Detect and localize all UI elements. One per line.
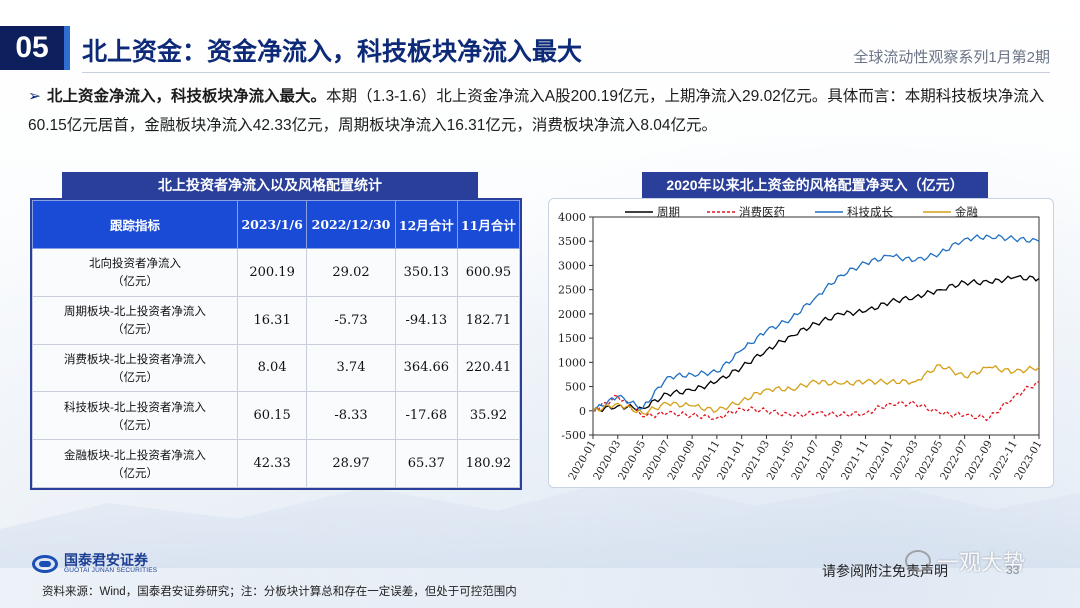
row-label: 金融板块-北上投资者净流入 （亿元） [32, 439, 238, 488]
report-series-name: 全球流动性观察系列1月第2期 [853, 49, 1050, 66]
table-cell: 364.66 [394, 343, 458, 393]
page-title: 北上资金：资金净流入，科技板块净流入最大 [82, 38, 583, 66]
y-tick-label: 2000 [558, 308, 586, 321]
row-label-unit: （亿元） [112, 369, 158, 384]
header-divider [82, 72, 1050, 73]
y-tick-label: -500 [561, 429, 586, 442]
row-label-unit: （亿元） [112, 322, 158, 337]
table-header-cell: 2023/1/6 [236, 200, 308, 249]
table-cell: 220.41 [456, 343, 521, 393]
row-label-name: 金融板块-北上投资者净流入 [64, 447, 206, 462]
table-container: 跟踪指标 2023/1/6 2022/12/30 12月合计 11月合计 北向投… [30, 198, 522, 490]
table-cell: 180.92 [456, 439, 521, 488]
table-cell: 200.19 [236, 248, 308, 297]
row-label-unit: （亿元） [112, 465, 158, 480]
y-tick-label: 2500 [558, 284, 586, 297]
summary-text: 本期（1.3-1.6）北上资金净流入A股200.19亿元，上期净流入29.02亿… [28, 88, 1045, 134]
summary-paragraph: ➢ 北上资金净流入，科技板块净流入最大。本期（1.3-1.6）北上资金净流入A股2… [28, 82, 1058, 140]
watermark: 一观大势 [905, 545, 1025, 577]
table-cell: -5.73 [306, 295, 396, 345]
row-label-unit: （亿元） [112, 274, 158, 289]
y-tick-label: 3000 [558, 259, 586, 272]
table-cell: 35.92 [456, 391, 521, 441]
table-cell: -17.68 [394, 391, 458, 441]
logo-icon [32, 555, 58, 573]
row-label-name: 消费板块-北上投资者净流入 [64, 351, 206, 366]
table-header-cell: 11月合计 [456, 200, 521, 249]
row-label: 科技板块-北上投资者净流入 （亿元） [32, 391, 238, 441]
row-label: 消费板块-北上投资者净流入 （亿元） [32, 343, 238, 393]
table-cell: 60.15 [236, 391, 308, 441]
bullet-arrow-icon: ➢ [28, 88, 41, 105]
series-line-1 [592, 381, 1040, 422]
legend-label: 金融 [955, 205, 978, 219]
row-label: 北向投资者净流入 （亿元） [32, 248, 238, 297]
table-header-cell: 2022/12/30 [306, 200, 396, 249]
source-note: 资料来源：Wind，国泰君安证券研究；注：分板块计算总和存在一定误差，但处于可控… [42, 586, 517, 598]
table-header-cell: 12月合计 [394, 200, 458, 249]
chart-container: -500 0 500 1000 1500 2000 2500 3000 3500 4000 2020… [548, 198, 1054, 488]
header: 05 北上资金：资金净流入，科技板块净流入最大 全球流动性观察系列1月第2期 [0, 20, 1080, 73]
table-cell: -94.13 [394, 295, 458, 345]
row-label-unit: （亿元） [112, 417, 158, 432]
page-number: 33 [1006, 563, 1020, 577]
table-header-row: 跟踪指标 2023/1/6 2022/12/30 12月合计 11月合计 [32, 200, 521, 249]
table-cell: 3.74 [306, 343, 396, 393]
watermark-text: 一观大势 [937, 550, 1026, 575]
table-cell: 182.71 [456, 295, 521, 345]
summary-bold: 北上资金净流入，科技板块净流入最大。 [47, 88, 327, 105]
wechat-icon [905, 550, 931, 572]
line-chart: -500050010001500200025003000350040002020… [558, 205, 1045, 482]
table-cell: -8.33 [306, 391, 396, 441]
logo-en-text: GUOTAI JUNAN SECURITIES [64, 567, 158, 574]
table-cell: 16.31 [236, 295, 308, 345]
table-cell: 42.33 [236, 439, 308, 488]
y-tick-label: 1000 [558, 356, 586, 369]
y-tick-label: 500 [565, 381, 586, 394]
plot-frame [592, 216, 1040, 436]
table-cell: 600.95 [456, 248, 521, 297]
table-cell: 28.97 [306, 439, 396, 488]
y-tick-label: 0 [579, 405, 586, 418]
y-tick-label: 1500 [558, 332, 586, 345]
flow-table: 跟踪指标 2023/1/6 2022/12/30 12月合计 11月合计 北向投… [32, 200, 521, 488]
row-label-name: 周期板块-北上投资者净流入 [64, 304, 206, 319]
table-cell: 8.04 [236, 343, 308, 393]
legend-label: 周期 [657, 205, 680, 219]
logo-cn-text: 国泰君安证券 [64, 552, 148, 568]
table-cell: 29.02 [306, 248, 396, 297]
table-title: 北上投资者净流入以及风格配置统计 [62, 172, 478, 198]
table-cell: 65.37 [394, 439, 458, 488]
table-row: 消费板块-北上投资者净流入 （亿元） 8.04 3.74 364.66 220.4… [32, 343, 521, 393]
row-label-name: 科技板块-北上投资者净流入 [64, 399, 206, 414]
table-row: 科技板块-北上投资者净流入 （亿元） 60.15 -8.33 -17.68 35.… [32, 391, 521, 441]
y-tick-label: 3500 [558, 235, 586, 248]
table-header-cell: 跟踪指标 [32, 200, 238, 249]
row-label-name: 北向投资者净流入 [89, 256, 181, 271]
section-accent-bar [64, 26, 70, 70]
series-line-0 [592, 274, 1040, 413]
chart-title: 2020年以来北上资金的风格配置净买入（亿元） [642, 172, 988, 198]
company-logo: 国泰君安证券 GUOTAI JUNAN SECURITIES [32, 553, 157, 575]
y-tick-label: 4000 [558, 211, 586, 224]
series-line-3 [592, 364, 1040, 416]
legend-label: 消费医药 [739, 205, 785, 219]
table-row: 周期板块-北上投资者净流入 （亿元） 16.31 -5.73 -94.13 182… [32, 295, 521, 345]
series-line-2 [592, 234, 1040, 412]
section-number: 05 [0, 26, 64, 70]
table-row: 金融板块-北上投资者净流入 （亿元） 42.33 28.97 65.37 180.… [32, 439, 521, 488]
table-row: 北向投资者净流入 （亿元） 200.19 29.02 350.13 600.95 [32, 248, 521, 297]
table-cell: 350.13 [394, 248, 458, 297]
legend-label: 科技成长 [847, 205, 893, 219]
row-label: 周期板块-北上投资者净流入 （亿元） [32, 295, 238, 345]
